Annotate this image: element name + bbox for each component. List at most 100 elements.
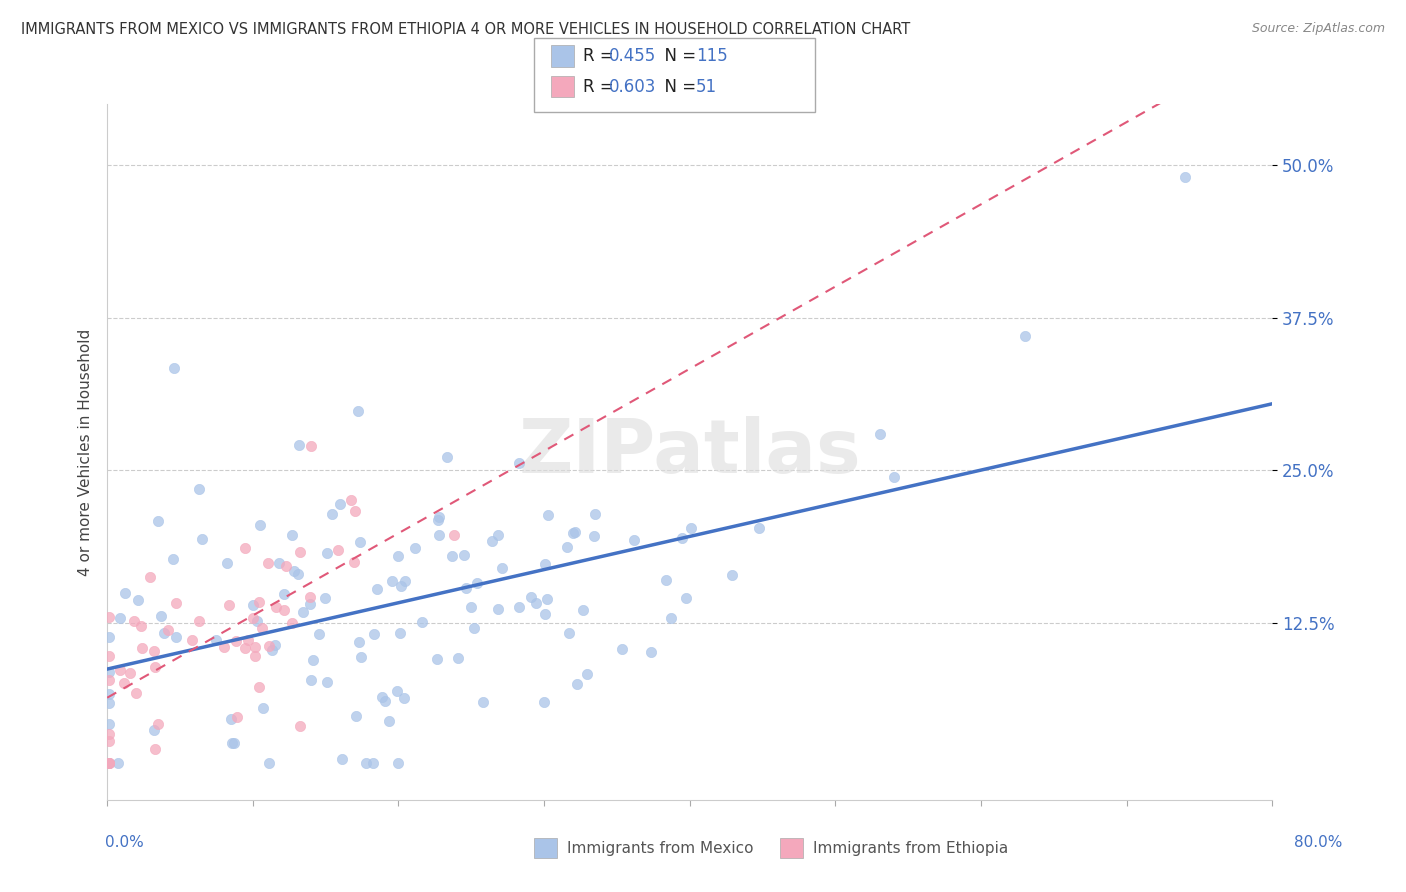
Point	[131, 640, 153, 655]
Point	[165, 596, 187, 610]
Point	[153, 626, 176, 640]
Point	[347, 404, 370, 418]
Point	[340, 493, 363, 508]
Point	[436, 450, 458, 464]
Point	[127, 592, 149, 607]
Point	[354, 756, 377, 771]
Point	[366, 582, 388, 596]
Point	[378, 714, 401, 729]
Point	[269, 557, 291, 571]
Point	[260, 643, 283, 657]
Point	[394, 574, 416, 589]
Point	[404, 541, 426, 555]
Point	[222, 736, 245, 750]
Point	[264, 600, 287, 615]
Point	[564, 524, 586, 539]
Point	[326, 542, 349, 557]
Point	[233, 641, 256, 656]
Point	[1014, 329, 1036, 343]
Point	[187, 482, 209, 496]
Point	[453, 549, 475, 563]
Point	[257, 639, 280, 653]
Text: 51: 51	[696, 78, 717, 95]
Point	[426, 513, 449, 527]
Point	[145, 742, 167, 756]
Point	[274, 558, 297, 573]
Point	[143, 723, 166, 738]
Point	[288, 545, 311, 559]
Point	[328, 497, 350, 511]
Point	[387, 549, 409, 563]
Point	[460, 600, 482, 615]
Point	[97, 673, 120, 688]
Point	[165, 630, 187, 644]
Point	[426, 652, 449, 666]
Point	[748, 521, 770, 535]
Point	[156, 623, 179, 637]
Point	[671, 532, 693, 546]
Text: R =: R =	[583, 78, 620, 95]
Point	[97, 756, 120, 771]
Point	[162, 552, 184, 566]
Point	[640, 645, 662, 659]
Point	[440, 549, 463, 563]
Point	[252, 621, 274, 635]
Point	[344, 708, 367, 723]
Text: N =: N =	[654, 78, 702, 95]
Point	[235, 541, 257, 555]
Point	[180, 632, 202, 647]
Text: IMMIGRANTS FROM MEXICO VS IMMIGRANTS FROM ETHIOPIA 4 OR MORE VEHICLES IN HOUSEHO: IMMIGRANTS FROM MEXICO VS IMMIGRANTS FRO…	[21, 22, 910, 37]
Point	[287, 438, 309, 452]
Point	[283, 564, 305, 578]
Point	[565, 677, 588, 691]
Text: 0.603: 0.603	[609, 78, 657, 95]
Text: Source: ZipAtlas.com: Source: ZipAtlas.com	[1251, 22, 1385, 36]
Point	[316, 674, 339, 689]
Point	[221, 736, 243, 750]
Point	[108, 611, 131, 625]
Point	[97, 631, 120, 645]
Point	[125, 686, 148, 700]
Point	[97, 756, 120, 771]
Point	[371, 690, 394, 704]
Point	[142, 644, 165, 658]
Text: ZIPatlas: ZIPatlas	[519, 416, 860, 489]
Point	[129, 619, 152, 633]
Point	[97, 609, 120, 624]
Point	[257, 756, 280, 771]
Point	[443, 527, 465, 541]
Point	[679, 520, 702, 534]
Point	[883, 469, 905, 483]
Point	[108, 663, 131, 677]
Point	[215, 557, 238, 571]
Point	[236, 633, 259, 648]
Point	[524, 596, 547, 610]
Point	[481, 534, 503, 549]
Point	[124, 615, 146, 629]
Point	[114, 586, 136, 600]
Point	[623, 533, 645, 547]
Point	[491, 561, 513, 575]
Text: 115: 115	[696, 47, 728, 65]
Point	[163, 360, 186, 375]
Text: 0.0%: 0.0%	[105, 836, 145, 850]
Point	[555, 540, 578, 554]
Point	[869, 427, 891, 442]
Point	[520, 590, 543, 604]
Point	[721, 568, 744, 582]
Point	[97, 696, 120, 710]
Point	[145, 660, 167, 674]
Point	[188, 614, 211, 628]
Point	[97, 665, 120, 679]
Point	[363, 627, 385, 641]
Point	[486, 527, 509, 541]
Point	[387, 756, 409, 770]
Point	[537, 508, 560, 522]
Point	[575, 667, 598, 681]
Point	[242, 598, 264, 612]
Point	[299, 597, 322, 611]
Point	[486, 602, 509, 616]
Point	[308, 627, 330, 641]
Point	[149, 609, 172, 624]
Point	[97, 687, 120, 701]
